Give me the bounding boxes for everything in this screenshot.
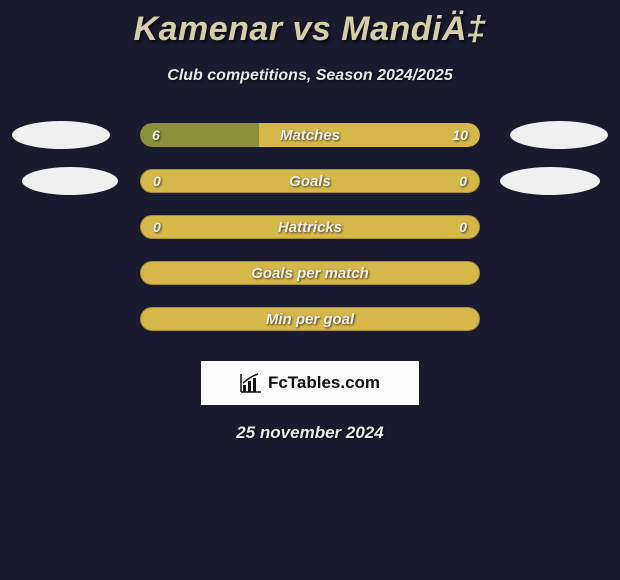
- stats-widget: Kamenar vs MandiÄ‡ Club competitions, Se…: [0, 0, 620, 443]
- stat-bar: Min per goal: [140, 307, 480, 331]
- stat-row: 6 Matches 10: [0, 123, 620, 147]
- player-pill-left: [22, 167, 118, 195]
- stat-value-left: 0: [153, 219, 161, 235]
- stat-value-left: 6: [152, 127, 160, 143]
- player-pill-left: [12, 121, 110, 149]
- page-title: Kamenar vs MandiÄ‡: [0, 10, 620, 49]
- stat-value-left: 0: [153, 173, 161, 189]
- stat-value-right: 0: [459, 219, 467, 235]
- stat-label: Goals per match: [251, 265, 369, 282]
- stat-row: 0 Hattricks 0: [0, 215, 620, 239]
- subtitle: Club competitions, Season 2024/2025: [0, 67, 620, 85]
- stat-value-right: 0: [459, 173, 467, 189]
- stat-row: Goals per match: [0, 261, 620, 285]
- stat-value-right: 10: [452, 127, 468, 143]
- stat-label: Goals: [289, 173, 331, 190]
- footer-date: 25 november 2024: [0, 423, 620, 443]
- stat-bar: 0 Hattricks 0: [140, 215, 480, 239]
- stat-bar: 0 Goals 0: [140, 169, 480, 193]
- stat-label: Min per goal: [266, 311, 354, 328]
- stat-row: Min per goal: [0, 307, 620, 331]
- player-pill-right: [510, 121, 608, 149]
- branding-box[interactable]: FcTables.com: [201, 361, 419, 405]
- stat-bar: Goals per match: [140, 261, 480, 285]
- stat-rows: 6 Matches 10 0 Goals 0 0 Hattricks 0 Goals per ma…: [0, 123, 620, 331]
- player-pill-right: [500, 167, 600, 195]
- stat-bar: 6 Matches 10: [140, 123, 480, 147]
- branding-text: FcTables.com: [268, 373, 380, 393]
- stat-row: 0 Goals 0: [0, 169, 620, 193]
- chart-icon: [240, 373, 262, 393]
- stat-label: Hattricks: [278, 219, 342, 236]
- stat-label: Matches: [280, 127, 340, 144]
